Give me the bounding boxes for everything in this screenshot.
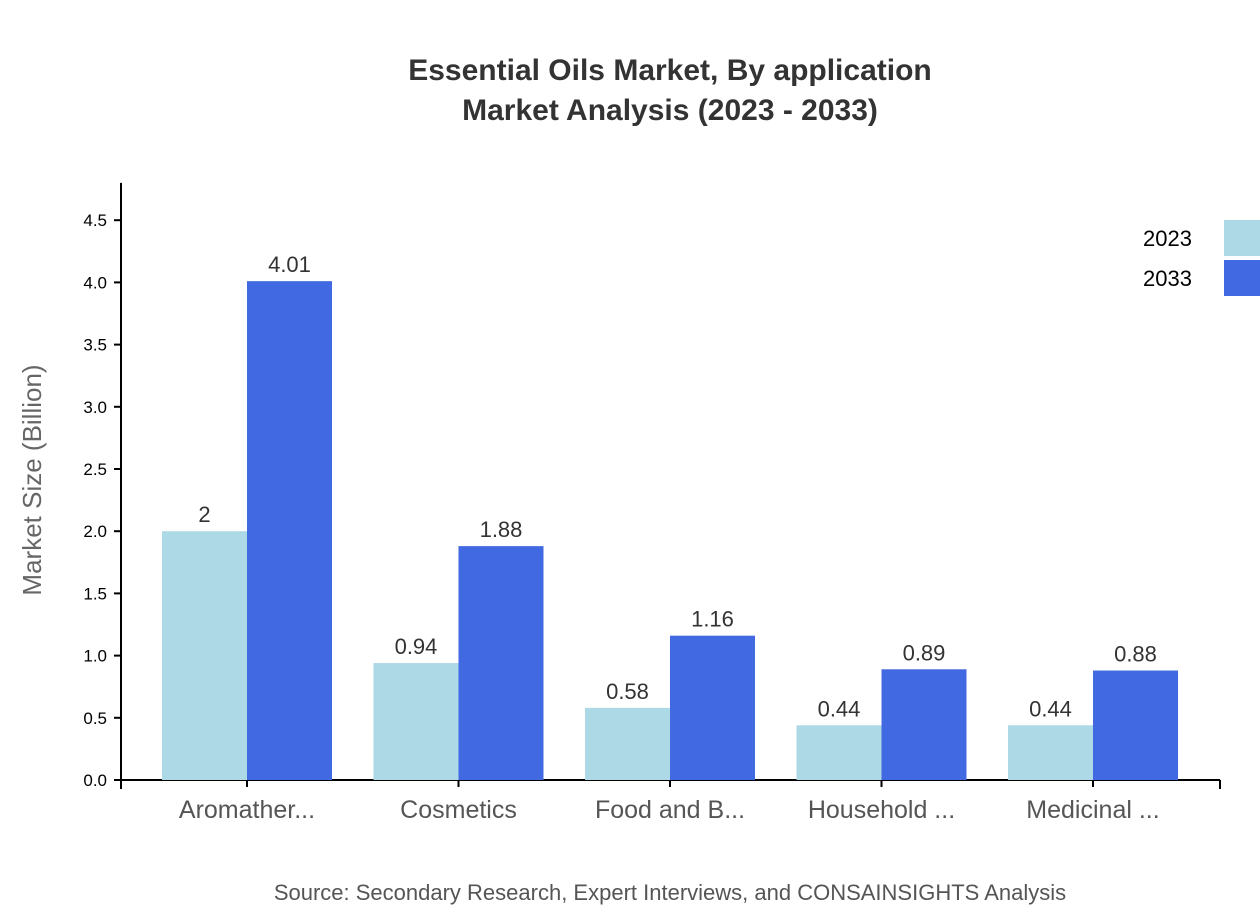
data-label: 1.16: [691, 607, 734, 632]
y-tick-label: 3.5: [83, 336, 107, 355]
data-label: 4.01: [268, 252, 311, 277]
data-label: 0.44: [818, 696, 861, 721]
legend-swatch-2033: [1224, 260, 1260, 296]
y-tick-label: 2.5: [83, 460, 107, 479]
bar-2033: [881, 669, 967, 780]
bar-2033: [458, 546, 544, 780]
x-tick-label: Household ...: [808, 796, 955, 824]
bar-2023: [373, 663, 459, 780]
x-tick-label: Medicinal ...: [1026, 796, 1159, 824]
y-tick-label: 0.5: [83, 709, 107, 728]
y-tick-label: 4.5: [83, 211, 107, 230]
y-axis-label: Market Size (Billion): [17, 364, 47, 595]
data-label: 2: [198, 502, 210, 527]
source-note: Source: Secondary Research, Expert Inter…: [274, 880, 1066, 905]
data-label: 0.44: [1029, 696, 1072, 721]
data-label: 0.94: [395, 634, 438, 659]
legend-label-2033: 2033: [1143, 266, 1192, 291]
y-tick-label: 0.0: [83, 771, 107, 790]
y-tick-label: 2.0: [83, 522, 107, 541]
data-label: 0.89: [903, 640, 946, 665]
y-tick-label: 3.0: [83, 398, 107, 417]
x-tick-label: Food and B...: [595, 796, 745, 824]
bar-2033: [670, 635, 755, 780]
x-tick-label: Aromather...: [179, 796, 315, 824]
chart-title-line2: Market Analysis (2023 - 2033): [462, 94, 878, 127]
y-tick-label: 1.5: [83, 584, 107, 603]
legend-label-2023: 2023: [1143, 226, 1192, 251]
x-tick-label: Cosmetics: [400, 796, 517, 824]
legend-swatch-2023: [1224, 220, 1260, 256]
data-label: 0.88: [1114, 642, 1157, 667]
y-tick-label: 1.0: [83, 647, 107, 666]
bar-2033: [247, 281, 332, 780]
y-tick-label: 4.0: [83, 273, 107, 292]
bar-2023: [1008, 725, 1093, 780]
chart-title-line1: Essential Oils Market, By application: [408, 54, 932, 87]
data-label: 0.58: [606, 679, 649, 704]
bar-2033: [1093, 670, 1178, 780]
bar-2023: [585, 707, 670, 780]
bar-2023: [796, 725, 882, 780]
bar-2023: [162, 531, 247, 780]
data-label: 1.88: [480, 517, 523, 542]
